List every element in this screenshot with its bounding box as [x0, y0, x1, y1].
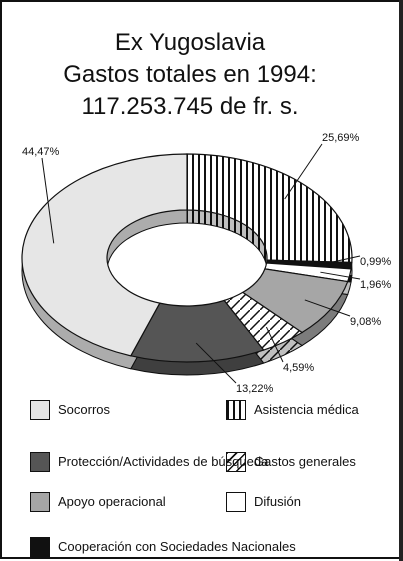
chart-title: Ex Yugoslavia	[115, 29, 266, 56]
legend-swatch	[30, 492, 50, 512]
leader-line	[304, 299, 351, 317]
legend-label: Asistencia médica	[254, 402, 359, 417]
slice	[186, 153, 353, 264]
legend-swatch	[30, 452, 50, 472]
legend-label: Apoyo operacional	[58, 494, 166, 509]
chart-title: 117.253.745 de fr. s.	[81, 93, 298, 120]
legend-swatch	[226, 452, 246, 472]
legend-swatch	[226, 492, 246, 512]
chart-title: Gastos totales en 1994:	[63, 61, 317, 88]
data-label: 13,22%	[236, 383, 274, 395]
legend-label: Cooperación con Sociedades Nacionales	[58, 539, 296, 554]
legend-label: Difusión	[254, 494, 301, 509]
leader-line	[284, 143, 323, 200]
data-label: 9,08%	[350, 316, 381, 328]
legend-swatch	[30, 537, 50, 557]
slice	[21, 153, 188, 357]
shadow	[399, 0, 403, 561]
legend-label: Socorros	[58, 402, 111, 417]
leader-line	[321, 255, 361, 265]
legend-label: Protección/Actividades de búsqueda	[58, 454, 269, 469]
leader-line	[320, 271, 361, 280]
data-label: 0,99%	[360, 256, 391, 268]
data-label: 1,96%	[360, 279, 391, 291]
legend-swatch	[30, 400, 50, 420]
data-label: 25,69%	[322, 132, 360, 144]
leader-line	[265, 326, 284, 363]
legend-swatch	[226, 400, 246, 420]
data-label: 4,59%	[283, 362, 314, 374]
leader-line	[41, 157, 55, 244]
leader-line	[195, 342, 237, 384]
data-label: 44,47%	[22, 146, 60, 158]
legend-label: Gastos generales	[254, 454, 356, 469]
